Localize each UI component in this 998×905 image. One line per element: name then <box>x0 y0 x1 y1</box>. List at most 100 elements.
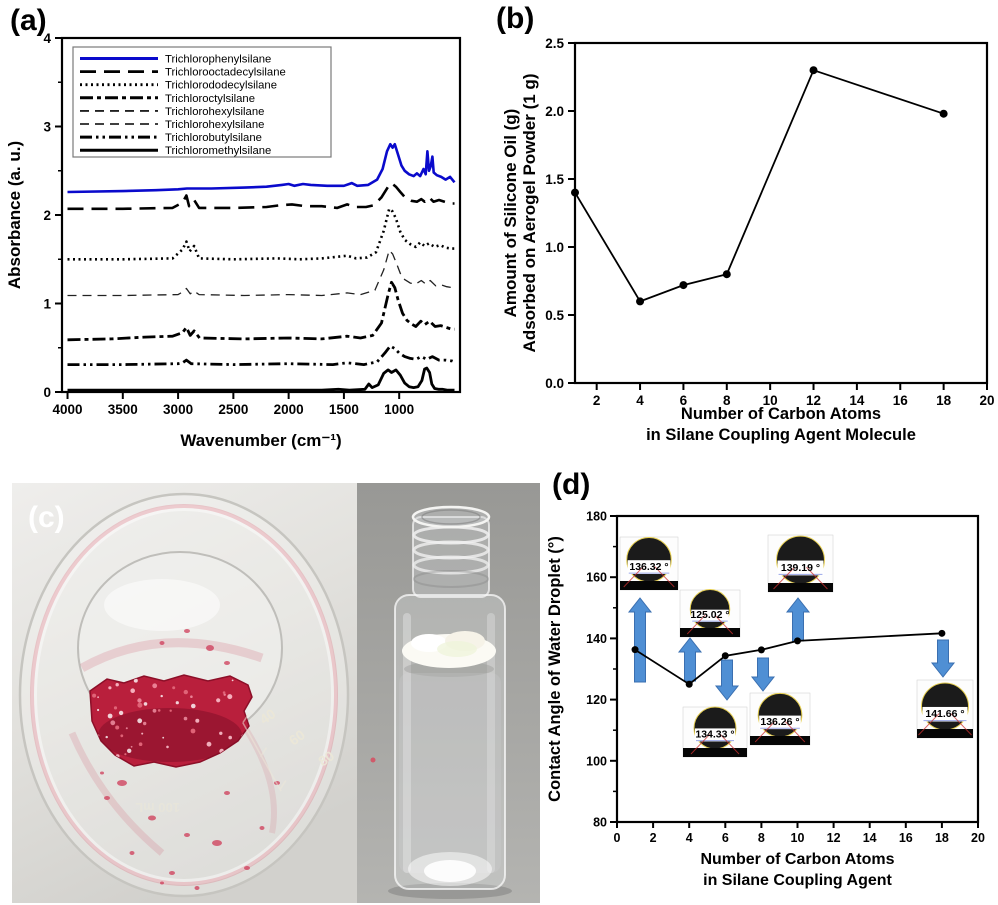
svg-text:120: 120 <box>586 693 607 707</box>
svg-text:3500: 3500 <box>108 402 138 417</box>
data-point <box>940 110 948 118</box>
figure-canvas: (a) (b) (d) 4000 3500 3000 2500 2000 1500 1000… <box>0 0 998 905</box>
arrow-down <box>932 640 954 677</box>
water-droplet <box>921 683 968 730</box>
contact-angle-value: 125.02 ° <box>690 609 729 621</box>
panel-d-contact-angle-chart: 0 2 4 6 8 10 12 14 16 18 20 80 100 120 140 160 180 Number… <box>540 460 998 905</box>
legend-label: Trichloroctylsilane <box>165 93 255 105</box>
data-point <box>686 681 693 688</box>
series-line <box>635 633 942 684</box>
svg-text:14: 14 <box>863 831 877 845</box>
legend-label: Trichlorobutylsilane <box>165 132 262 144</box>
svg-text:2.0: 2.0 <box>545 104 564 119</box>
substrate-bar <box>917 729 973 738</box>
svg-text:140: 140 <box>586 632 607 646</box>
svg-text:10: 10 <box>791 831 805 845</box>
contact-angle-value: 134.33 ° <box>695 728 734 740</box>
svg-text:18: 18 <box>936 393 952 408</box>
svg-text:16: 16 <box>899 831 913 845</box>
data-point <box>679 281 687 289</box>
bottom-reflection-bright <box>424 860 476 882</box>
contact-angle-value: 136.26 ° <box>760 716 799 728</box>
contact-angle-value: 136.32 ° <box>629 561 668 573</box>
arrows <box>629 598 954 700</box>
svg-text:0: 0 <box>43 385 51 400</box>
legend-label: Trichlorohexylsilane <box>165 119 264 131</box>
contact-angle-value: 141.66 ° <box>925 708 964 720</box>
contact-angle-inset: 134.33 ° <box>683 707 747 757</box>
axes: 2 4 6 8 10 12 14 16 18 20 0.0 0.5 1.0 1.5 2.0 2.5 Number… <box>501 36 995 444</box>
y-axis-label: Adsorbed on Aerogel Powder (1 g) <box>520 74 539 353</box>
legend: TrichlorophenylsilaneTrichlorooctadecyls… <box>73 47 331 157</box>
legend-label: Trichlorophenylsilane <box>165 54 271 66</box>
svg-text:1.5: 1.5 <box>545 172 564 187</box>
legend-label: Trichlorooctadecylsilane <box>165 67 286 79</box>
svg-text:100: 100 <box>586 754 607 768</box>
panel-c-label: (c) <box>28 501 65 534</box>
svg-text:1: 1 <box>43 296 51 311</box>
svg-text:2.5: 2.5 <box>545 36 564 51</box>
svg-text:4000: 4000 <box>53 402 83 417</box>
y-axis-label: Absorbance (a. u.) <box>5 141 24 289</box>
arrow-down <box>752 658 774 691</box>
water-droplet <box>777 536 825 584</box>
panel-c-photo-vial <box>357 483 540 903</box>
y-axis-label: Contact Angle of Water Droplet (°) <box>546 536 564 802</box>
contact-angle-value: 139.19 ° <box>781 562 820 574</box>
svg-text:16: 16 <box>893 393 909 408</box>
svg-text:4: 4 <box>43 31 51 46</box>
arrow-up <box>787 598 809 641</box>
data-series <box>571 66 948 305</box>
contact-angle-inset: 136.32 ° <box>620 537 678 590</box>
glass-highlight <box>104 579 220 631</box>
data-point <box>722 652 729 659</box>
svg-text:8: 8 <box>758 831 765 845</box>
svg-text:0: 0 <box>614 831 621 845</box>
panel-c-photo-beaker: 40 60 80 100 mL (c) <box>12 483 357 903</box>
powder-tint <box>437 641 477 657</box>
data-point <box>794 637 801 644</box>
svg-text:2: 2 <box>650 831 657 845</box>
svg-text:0.5: 0.5 <box>545 308 564 323</box>
svg-text:3: 3 <box>43 119 51 134</box>
svg-text:1000: 1000 <box>384 402 414 417</box>
spectrum-trichloromethylsilane <box>68 368 455 390</box>
svg-text:0.0: 0.0 <box>545 376 564 391</box>
y-axis-label: Amount of Silicone Oil (g) <box>501 109 520 318</box>
x-axis-label: Wavenumber (cm⁻¹) <box>180 431 341 450</box>
svg-text:2000: 2000 <box>274 402 304 417</box>
legend-label: Trichlorododecylsilane <box>165 80 277 92</box>
spectrum-trichloroctylsilane <box>68 282 455 340</box>
data-point <box>810 66 818 74</box>
panel-a-ftir-chart: 4000 3500 3000 2500 2000 1500 1000 0 1 2 3 4 Wavenum… <box>0 0 500 460</box>
svg-text:180: 180 <box>586 510 607 524</box>
arrow-up <box>629 598 651 682</box>
data-point <box>636 297 644 305</box>
svg-text:4: 4 <box>686 831 693 845</box>
svg-text:18: 18 <box>935 831 949 845</box>
data-point <box>938 630 945 637</box>
data-series <box>632 630 946 688</box>
contact-angle-inset: 141.66 ° <box>917 680 973 738</box>
svg-text:2: 2 <box>593 393 601 408</box>
svg-text:20: 20 <box>971 831 985 845</box>
pink-speck <box>371 758 376 763</box>
data-point <box>723 270 731 278</box>
droplet-insets: 136.32 ° 125.02 ° 139.19 ° 134.33 ° 136.26 °… <box>620 535 973 757</box>
x-axis-label: Number of Carbon Atoms <box>681 405 881 423</box>
svg-text:20: 20 <box>979 393 994 408</box>
x-axis-label: in Silane Coupling Agent <box>703 872 892 889</box>
svg-text:12: 12 <box>827 831 841 845</box>
data-point <box>758 646 765 653</box>
data-point <box>571 189 579 197</box>
spectrum-trichlorobutylsilane <box>68 346 455 365</box>
svg-text:2: 2 <box>43 208 51 223</box>
legend-label: Trichlorohexylsilane <box>165 106 264 118</box>
spectrum-trichlorododecylsilane <box>68 209 455 259</box>
water-droplet <box>627 537 672 582</box>
svg-text:2500: 2500 <box>218 402 248 417</box>
contact-angle-inset: 139.19 ° <box>768 535 833 592</box>
svg-text:4: 4 <box>636 393 644 408</box>
x-axis-label: in Silane Coupling Agent Molecule <box>646 426 916 444</box>
arrow-down <box>716 660 738 700</box>
